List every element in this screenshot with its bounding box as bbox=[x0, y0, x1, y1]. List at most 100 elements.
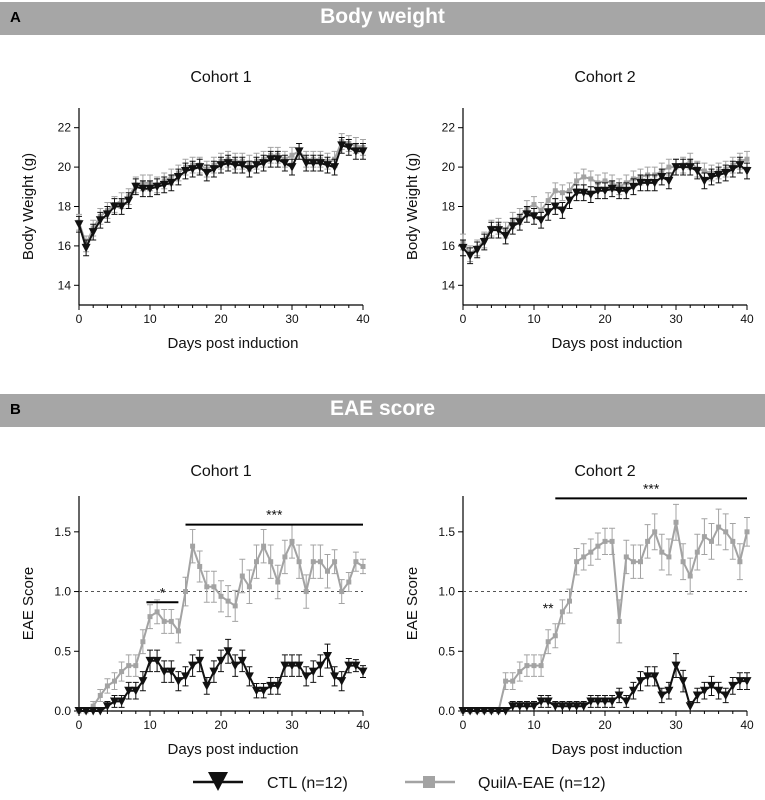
data-point-ctl bbox=[202, 169, 212, 178]
data-point-ctl bbox=[81, 243, 91, 253]
data-point-quila bbox=[510, 678, 516, 684]
data-point-quila bbox=[623, 554, 629, 560]
data-point-ctl bbox=[294, 661, 304, 671]
x-tick-label: 40 bbox=[740, 718, 754, 732]
data-point-ctl bbox=[579, 188, 589, 198]
data-point-ctl bbox=[572, 702, 582, 711]
data-point-quila bbox=[218, 593, 224, 599]
data-point-quila bbox=[559, 609, 565, 615]
data-point-ctl bbox=[728, 165, 738, 174]
data-point-ctl bbox=[287, 661, 297, 671]
data-point-ctl bbox=[643, 672, 653, 681]
data-point-quila bbox=[183, 589, 188, 595]
data-point-ctl bbox=[543, 697, 553, 706]
data-point-ctl bbox=[465, 707, 475, 716]
data-point-ctl bbox=[351, 147, 361, 156]
data-point-ctl bbox=[692, 167, 702, 176]
data-point-quila bbox=[552, 188, 558, 194]
y-tick-label: 1.5 bbox=[438, 525, 455, 539]
data-point-ctl bbox=[323, 161, 332, 170]
data-point-quila bbox=[232, 603, 238, 609]
data-point-ctl bbox=[728, 681, 738, 691]
data-point-quila bbox=[602, 538, 608, 544]
series-ctl bbox=[458, 156, 752, 265]
y-axis-label: EAE Score bbox=[404, 567, 421, 640]
data-point-quila bbox=[609, 538, 615, 544]
data-point-ctl bbox=[714, 170, 724, 180]
data-point-quila bbox=[140, 639, 146, 645]
data-point-quila bbox=[545, 198, 551, 204]
data-point-ctl bbox=[607, 697, 617, 706]
data-point-ctl bbox=[721, 169, 731, 178]
series-quila bbox=[76, 133, 366, 253]
y-tick-label: 1.0 bbox=[54, 585, 71, 599]
data-point-ctl bbox=[557, 702, 567, 711]
data-point-ctl bbox=[614, 691, 624, 700]
data-point-ctl bbox=[515, 218, 525, 227]
data-point-quila bbox=[254, 559, 259, 565]
data-point-quila bbox=[339, 589, 345, 595]
data-point-ctl bbox=[315, 159, 325, 168]
chart-title: Cohort 2 bbox=[574, 69, 635, 86]
data-point-ctl bbox=[721, 691, 731, 700]
data-point-ctl bbox=[344, 143, 354, 152]
data-point-ctl bbox=[195, 656, 205, 666]
data-point-ctl bbox=[252, 161, 261, 170]
data-point-quila bbox=[168, 618, 174, 624]
data-point-ctl bbox=[280, 661, 290, 671]
section-banner-eae-score: B EAE score bbox=[0, 394, 765, 427]
series-quila bbox=[76, 524, 366, 714]
data-point-ctl bbox=[536, 216, 546, 225]
data-point-ctl bbox=[536, 697, 546, 706]
data-point-quila bbox=[701, 168, 707, 174]
data-point-ctl bbox=[650, 672, 660, 681]
data-point-ctl bbox=[209, 165, 219, 174]
y-tick-label: 16 bbox=[58, 239, 72, 253]
data-point-ctl bbox=[657, 172, 667, 182]
data-point-ctl bbox=[159, 667, 169, 677]
data-point-quila bbox=[638, 559, 643, 565]
x-tick-label: 20 bbox=[214, 312, 228, 326]
data-point-ctl bbox=[685, 702, 695, 711]
data-point-ctl bbox=[308, 667, 318, 677]
data-point-quila bbox=[133, 663, 139, 669]
data-point-quila bbox=[275, 579, 281, 585]
y-tick-label: 1.0 bbox=[438, 585, 455, 599]
data-point-ctl bbox=[81, 707, 91, 716]
data-point-quila bbox=[730, 538, 736, 544]
x-tick-label: 40 bbox=[740, 312, 754, 326]
data-point-ctl bbox=[699, 686, 709, 696]
data-point-ctl bbox=[550, 202, 560, 211]
data-point-ctl bbox=[273, 155, 283, 164]
data-point-ctl bbox=[95, 216, 105, 225]
series-ctl bbox=[74, 137, 368, 257]
x-tick-label: 30 bbox=[285, 718, 299, 732]
data-point-ctl bbox=[636, 677, 645, 686]
data-point-quila bbox=[303, 589, 309, 595]
data-point-quila bbox=[680, 559, 686, 565]
data-point-quila bbox=[239, 573, 245, 579]
data-point-ctl bbox=[593, 186, 603, 196]
data-point-ctl bbox=[88, 707, 98, 716]
significance-label: * bbox=[160, 584, 166, 600]
data-point-ctl bbox=[494, 707, 503, 716]
data-point-quila bbox=[581, 174, 587, 180]
data-point-ctl bbox=[230, 661, 240, 671]
data-point-ctl bbox=[628, 686, 638, 696]
data-point-ctl bbox=[515, 702, 525, 711]
x-axis-label: Days post induction bbox=[168, 335, 299, 352]
legend-marker-quila bbox=[423, 776, 435, 788]
x-tick-label: 20 bbox=[214, 718, 228, 732]
y-tick-label: 22 bbox=[58, 121, 72, 135]
data-point-quila bbox=[310, 559, 316, 565]
data-point-quila bbox=[744, 529, 750, 535]
data-point-quila bbox=[581, 554, 587, 560]
legend-label-quila: QuilA-EAE (n=12) bbox=[478, 775, 606, 792]
chart-title: Cohort 1 bbox=[190, 463, 251, 480]
data-point-quila bbox=[119, 669, 125, 675]
data-point-quila bbox=[616, 618, 622, 624]
data-point-quila bbox=[360, 563, 366, 569]
data-point-quila bbox=[289, 538, 295, 544]
data-point-ctl bbox=[614, 186, 624, 196]
data-point-ctl bbox=[323, 652, 332, 661]
